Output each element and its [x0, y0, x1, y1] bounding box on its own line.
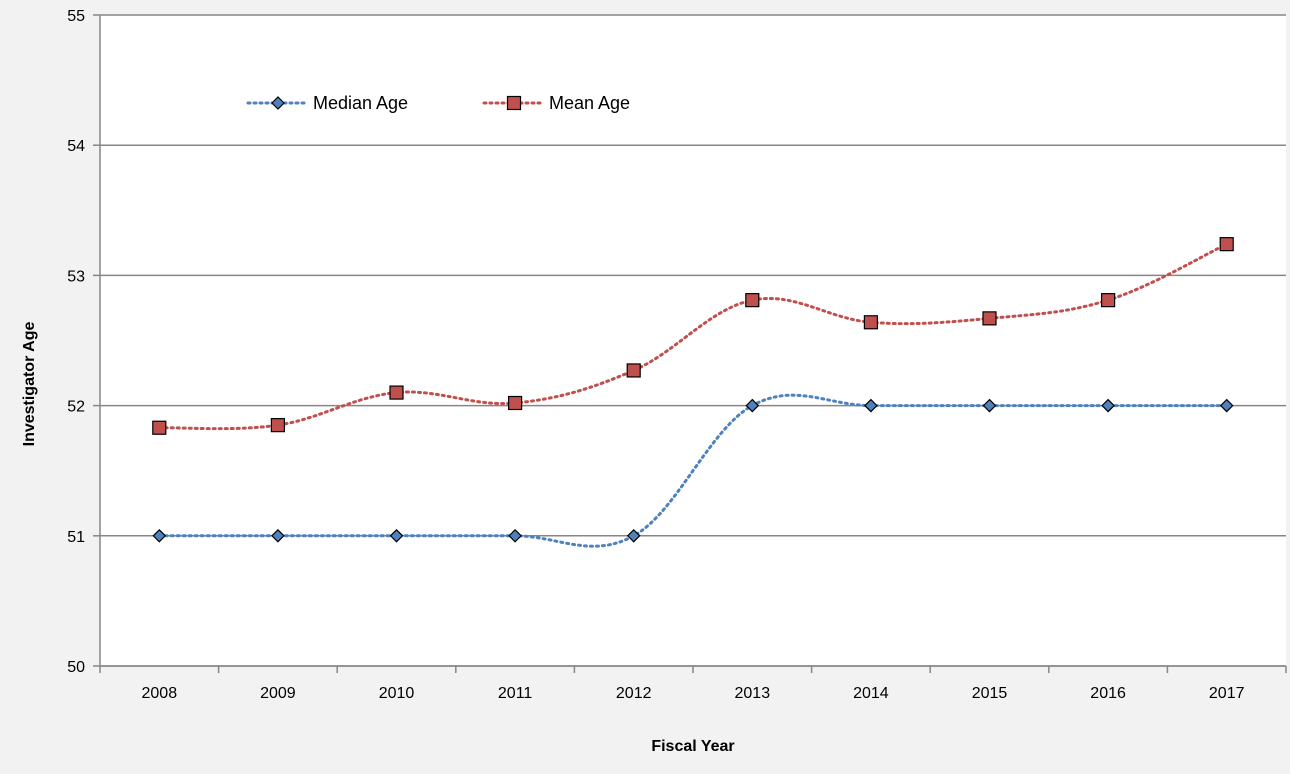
plot-background [100, 15, 1286, 666]
data-point-mean-age [626, 363, 641, 378]
data-point-median-age [626, 528, 641, 543]
legend-item-mean-age: Mean Age [482, 93, 630, 113]
data-point-mean-age [152, 420, 167, 435]
data-point-median-age [152, 528, 167, 543]
y-tick-label: 54 [67, 138, 85, 155]
series-group [152, 237, 1234, 548]
y-tick-label: 53 [67, 268, 85, 285]
series-median-age [152, 393, 1234, 548]
data-point-median-age [271, 528, 285, 543]
series-mean-age [152, 237, 1234, 435]
series-line-mean-age [157, 242, 1229, 431]
x-tick-label: 2016 [1090, 685, 1126, 702]
data-point-median-age [745, 398, 760, 413]
axes: 50 51 52 53 54 55 2008 2009 2010 2011 2012 2013 2014… [67, 8, 1287, 702]
y-tick-label: 52 [67, 399, 85, 416]
y-tick-label: 50 [67, 659, 85, 676]
data-point-mean-age [508, 395, 523, 411]
legend-label-mean-age: Mean Age [549, 93, 630, 113]
x-tick-label: 2012 [616, 685, 652, 702]
data-point-median-age [389, 528, 404, 543]
data-point-median-age [864, 398, 878, 413]
data-point-mean-age [863, 315, 879, 330]
legend-marker-median-age [271, 96, 285, 110]
x-tick-label: 2011 [498, 685, 533, 702]
legend-item-median-age: Median Age [246, 93, 408, 113]
x-tick-label: 2017 [1209, 685, 1245, 702]
x-tick-label: 2015 [972, 685, 1008, 702]
x-tick-label: 2010 [379, 685, 415, 702]
data-point-mean-age [389, 385, 404, 400]
data-point-median-age [1219, 398, 1234, 413]
y-tick-label: 51 [67, 529, 85, 546]
legend-label-median-age: Median Age [313, 93, 408, 113]
data-point-median-age [1101, 398, 1115, 413]
legend-marker-mean-age [506, 95, 522, 111]
data-point-median-age [982, 398, 997, 413]
x-tick-label: 2008 [142, 685, 178, 702]
data-point-mean-age [1100, 293, 1116, 308]
series-line-median-age [157, 393, 1229, 548]
data-point-median-age [508, 528, 522, 543]
y-axis-title: Investigator Age [21, 322, 38, 447]
x-tick-label: 2013 [735, 685, 771, 702]
legend: Median Age Mean Age [246, 93, 630, 113]
data-point-mean-age [1219, 237, 1234, 252]
data-point-mean-age [982, 311, 997, 326]
x-axis-title: Fiscal Year [651, 738, 734, 755]
data-point-mean-age [270, 418, 285, 433]
y-tick-label: 55 [67, 8, 85, 25]
data-point-mean-age [745, 293, 760, 308]
x-tick-label: 2009 [260, 685, 296, 702]
x-tick-label: 2014 [853, 685, 889, 702]
